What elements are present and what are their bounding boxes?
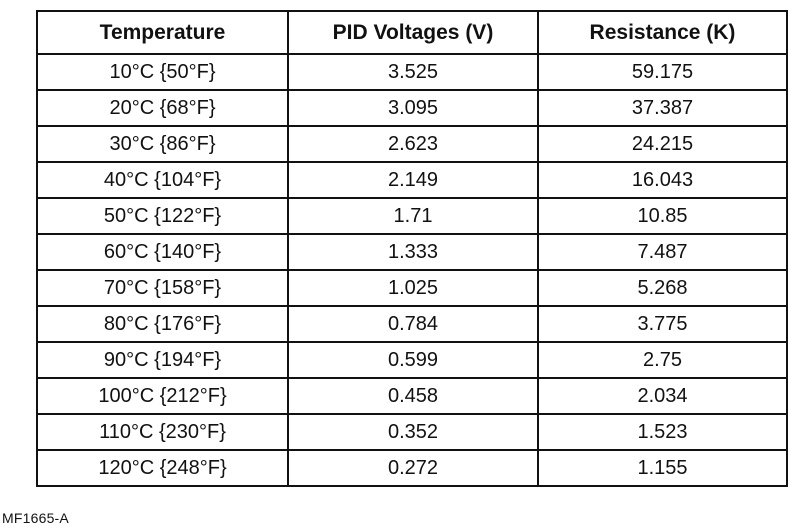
table-row: 80°C {176°F} 0.784 3.775 xyxy=(36,305,788,343)
table-row: 50°C {122°F} 1.71 10.85 xyxy=(36,197,788,235)
voltage-cell: 0.272 xyxy=(287,449,539,487)
table-row: 100°C {212°F} 0.458 2.034 xyxy=(36,377,788,415)
temperature-cell: 70°C {158°F} xyxy=(36,269,289,307)
table-row: 120°C {248°F} 0.272 1.155 xyxy=(36,449,788,487)
temperature-cell: 20°C {68°F} xyxy=(36,89,289,127)
table-row: 60°C {140°F} 1.333 7.487 xyxy=(36,233,788,271)
temperature-cell: 40°C {104°F} xyxy=(36,161,289,199)
temperature-cell: 90°C {194°F} xyxy=(36,341,289,379)
table-row: 90°C {194°F} 0.599 2.75 xyxy=(36,341,788,379)
temperature-cell: 80°C {176°F} xyxy=(36,305,289,343)
temperature-cell: 30°C {86°F} xyxy=(36,125,289,163)
voltage-cell: 2.623 xyxy=(287,125,539,163)
temperature-cell: 10°C {50°F} xyxy=(36,53,289,91)
resistance-cell: 10.85 xyxy=(537,197,788,235)
temperature-cell: 50°C {122°F} xyxy=(36,197,289,235)
table-row: 40°C {104°F} 2.149 16.043 xyxy=(36,161,788,199)
resistance-cell: 2.034 xyxy=(537,377,788,415)
voltage-cell: 2.149 xyxy=(287,161,539,199)
resistance-cell: 7.487 xyxy=(537,233,788,271)
resistance-cell: 24.215 xyxy=(537,125,788,163)
resistance-cell: 2.75 xyxy=(537,341,788,379)
table-row: 70°C {158°F} 1.025 5.268 xyxy=(36,269,788,307)
temperature-cell: 100°C {212°F} xyxy=(36,377,289,415)
temperature-cell: 120°C {248°F} xyxy=(36,449,289,487)
voltage-cell: 0.458 xyxy=(287,377,539,415)
resistance-cell: 3.775 xyxy=(537,305,788,343)
resistance-cell: 37.387 xyxy=(537,89,788,127)
temperature-cell: 110°C {230°F} xyxy=(36,413,289,451)
voltage-cell: 1.333 xyxy=(287,233,539,271)
voltage-cell: 0.599 xyxy=(287,341,539,379)
table-row: 10°C {50°F} 3.525 59.175 xyxy=(36,53,788,91)
resistance-cell: 5.268 xyxy=(537,269,788,307)
figure-code: MF1665-A xyxy=(2,510,69,526)
voltage-cell: 3.525 xyxy=(287,53,539,91)
voltage-cell: 0.784 xyxy=(287,305,539,343)
resistance-cell: 1.155 xyxy=(537,449,788,487)
voltage-cell: 1.71 xyxy=(287,197,539,235)
table-row: 110°C {230°F} 0.352 1.523 xyxy=(36,413,788,451)
table-header-row: Temperature PID Voltages (V) Resistance … xyxy=(36,10,788,55)
voltage-cell: 0.352 xyxy=(287,413,539,451)
column-header-temperature: Temperature xyxy=(36,10,289,55)
resistance-cell: 16.043 xyxy=(537,161,788,199)
table-row: 20°C {68°F} 3.095 37.387 xyxy=(36,89,788,127)
resistance-cell: 1.523 xyxy=(537,413,788,451)
sensor-data-table: Temperature PID Voltages (V) Resistance … xyxy=(36,10,788,487)
resistance-cell: 59.175 xyxy=(537,53,788,91)
column-header-resistance: Resistance (K) xyxy=(537,10,788,55)
voltage-cell: 3.095 xyxy=(287,89,539,127)
column-header-pid-voltages: PID Voltages (V) xyxy=(287,10,539,55)
voltage-cell: 1.025 xyxy=(287,269,539,307)
temperature-cell: 60°C {140°F} xyxy=(36,233,289,271)
table-row: 30°C {86°F} 2.623 24.215 xyxy=(36,125,788,163)
